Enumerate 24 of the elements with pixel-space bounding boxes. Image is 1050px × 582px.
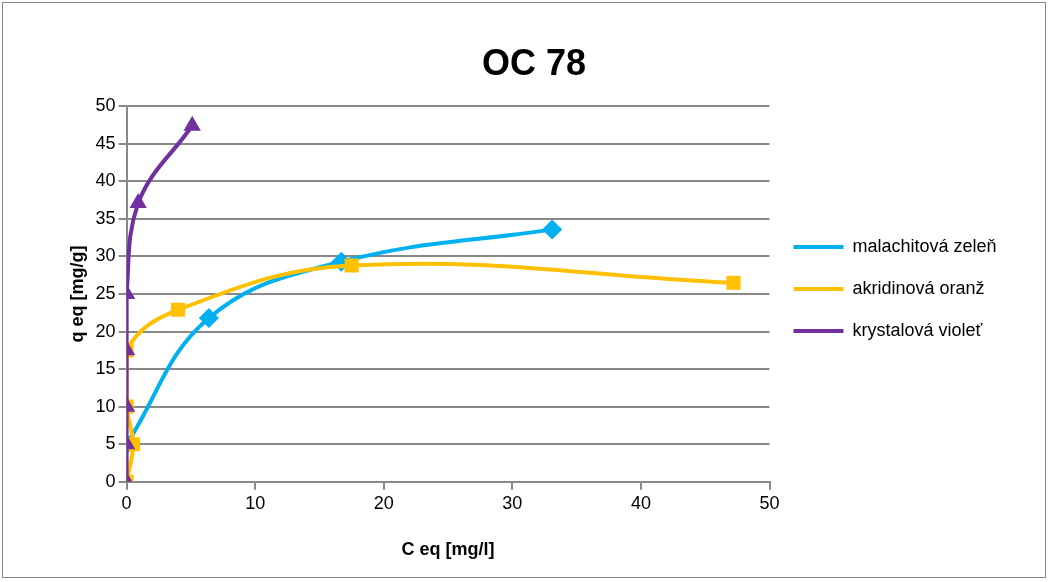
x-tick-label: 0 [121,492,132,513]
x-tick-label: 30 [502,492,523,513]
y-tick-label: 40 [95,170,116,191]
y-tick-label: 5 [105,433,116,454]
y-tick-label: 0 [105,470,116,491]
x-axis-title: C eq [mg/l] [401,539,495,560]
y-tick-label: 50 [95,95,116,116]
legend-label: krystalová violeť [852,319,983,340]
x-tick-label: 40 [630,492,651,513]
y-tick-label: 20 [95,320,116,341]
y-tick-label: 15 [95,358,116,379]
legend-label: malachitová zeleň [852,235,997,256]
legend-label: akridinová oranž [852,277,985,298]
x-tick-label: 50 [759,492,780,513]
y-tick-label: 35 [95,207,116,228]
y-axis-title: q eq [mg/g] [66,245,87,343]
x-tick-label: 20 [373,492,394,513]
chart-title: OC 78 [481,41,587,83]
x-tick-label: 10 [245,492,266,513]
y-tick-label: 30 [95,245,116,266]
y-tick-label: 25 [95,282,116,303]
y-tick-label: 45 [95,132,116,153]
y-tick-label: 10 [95,395,116,416]
point [542,219,563,240]
